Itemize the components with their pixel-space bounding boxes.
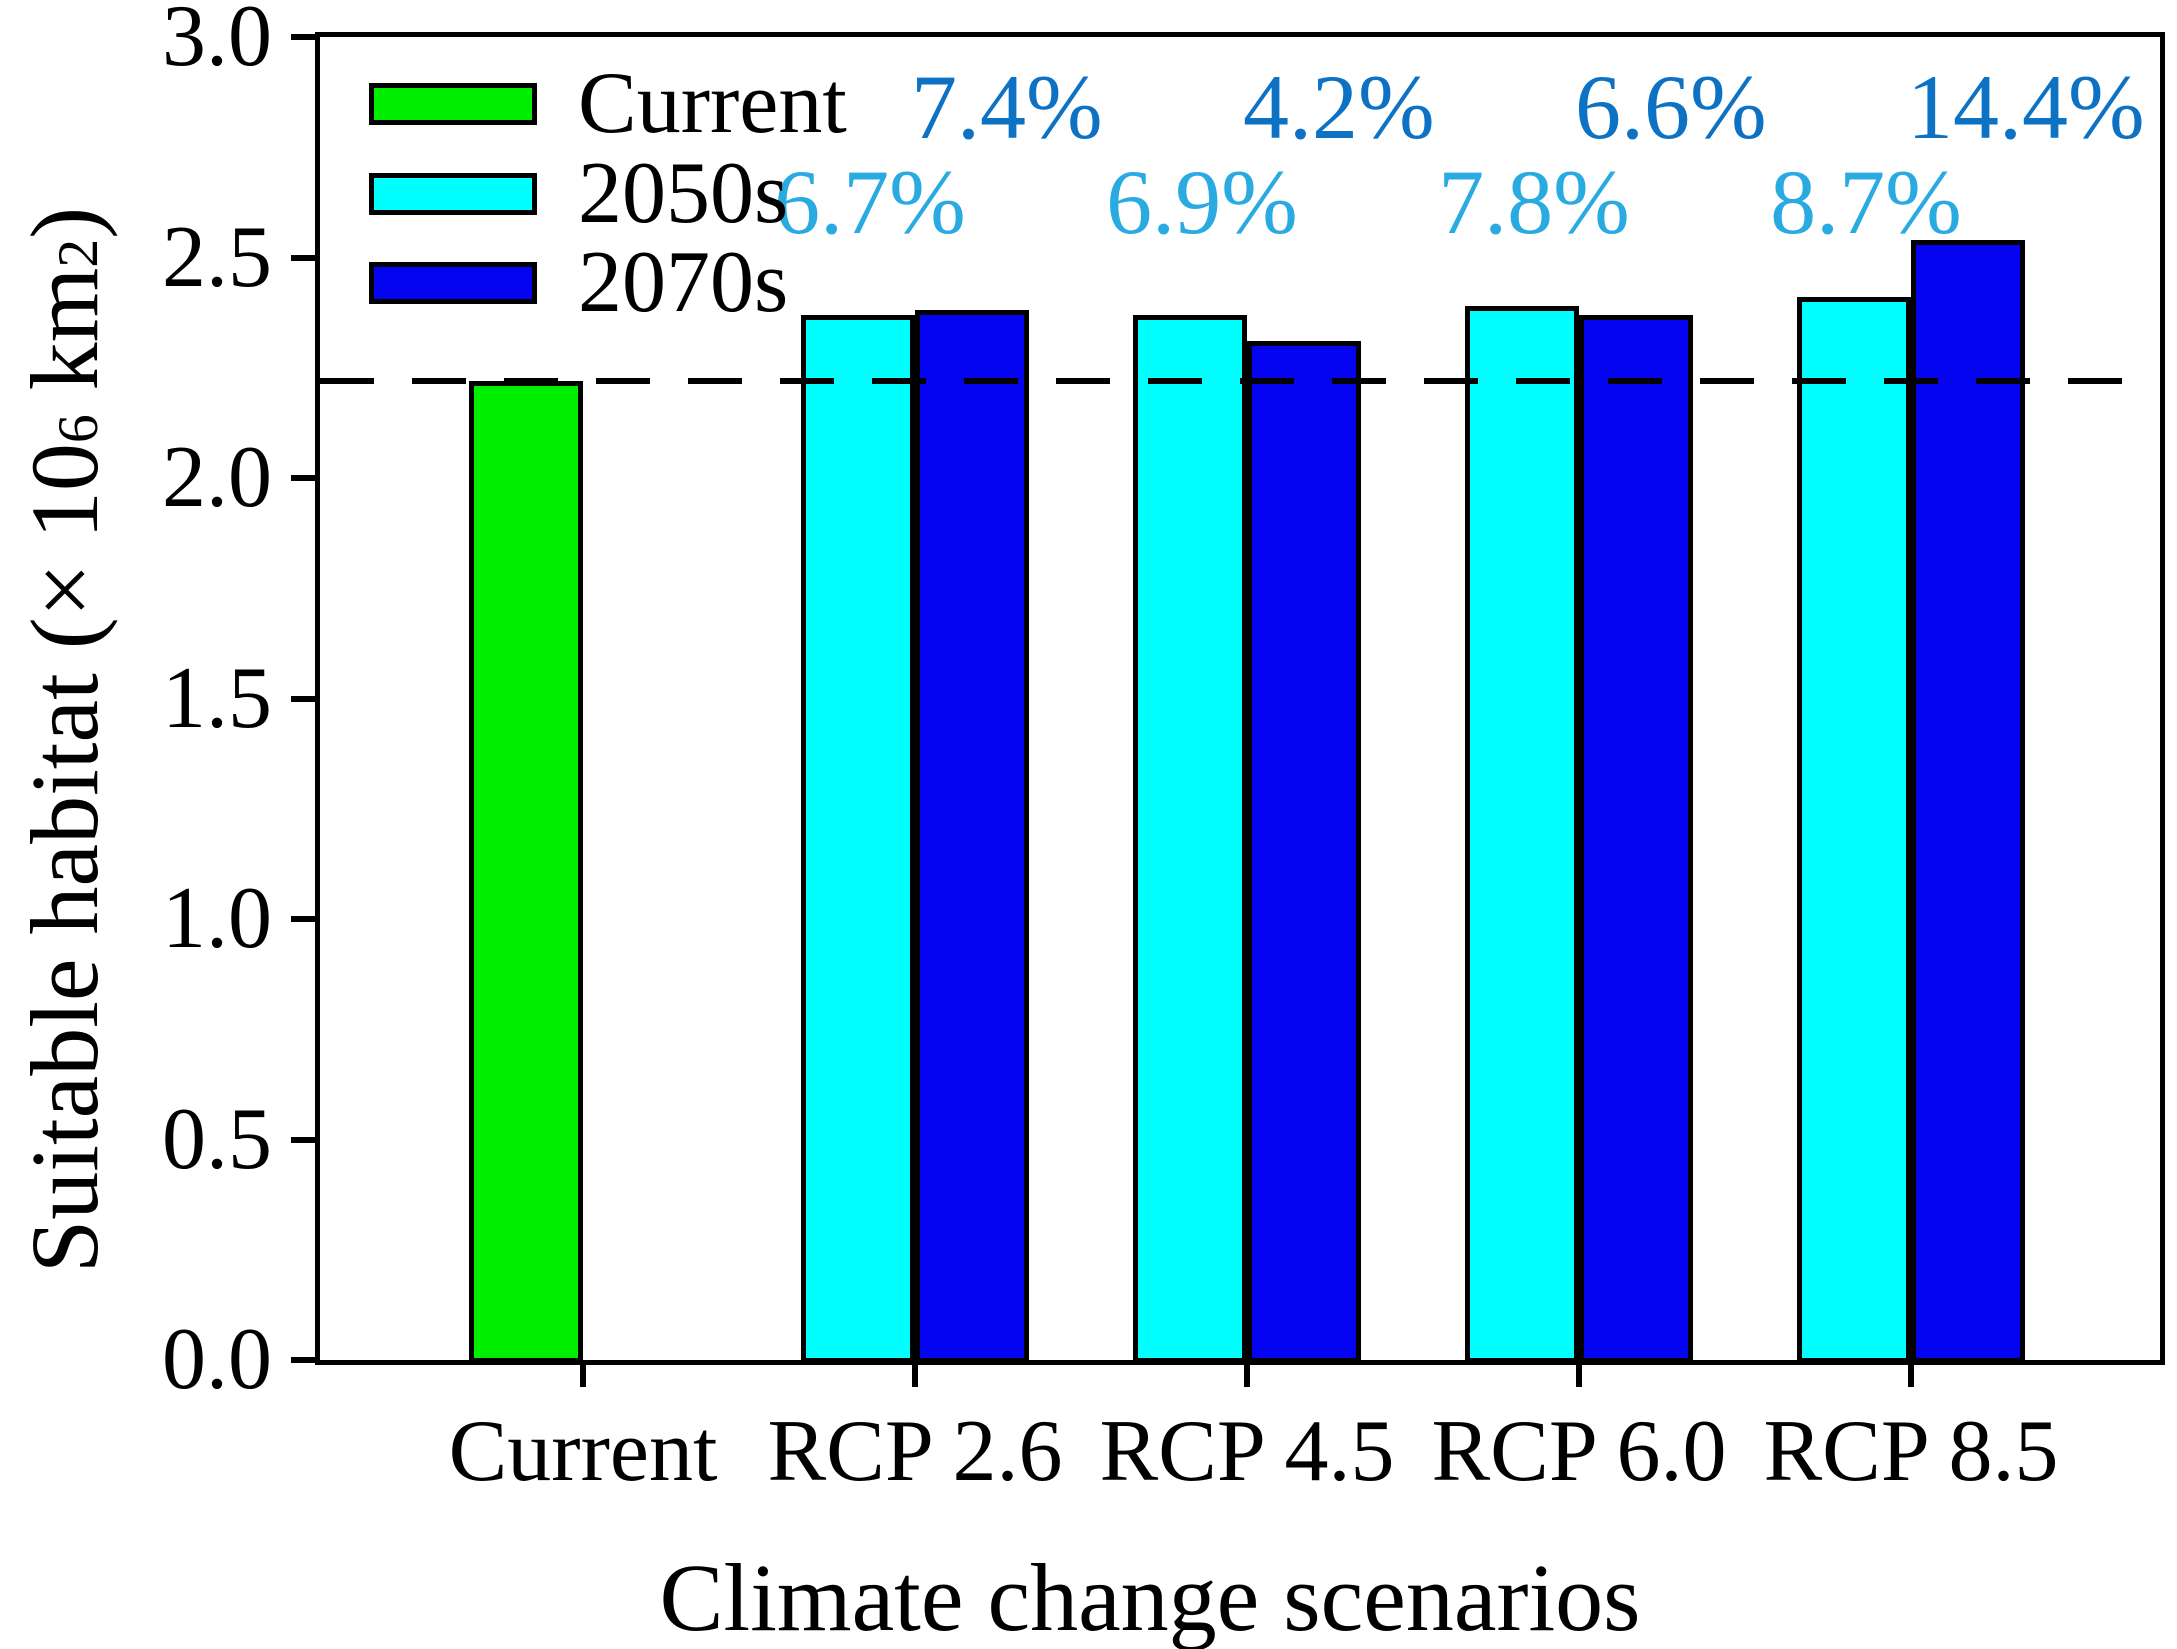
pct-label-2050s: 7.8% <box>1438 151 1630 253</box>
bar-2050s-rcp45 <box>1133 314 1247 1363</box>
x-axis-tick-label: Current <box>448 1403 718 1500</box>
y-axis-tick <box>291 475 315 481</box>
y-axis-tick-label: 2.5 <box>162 208 272 306</box>
y-axis-tick <box>291 695 315 702</box>
bar-2070s-rcp60 <box>1579 314 1693 1363</box>
bar-2070s-rcp85 <box>1911 239 2025 1363</box>
bar-2050s-rcp85 <box>1797 297 1911 1363</box>
x-axis-tick <box>1908 1365 1914 1387</box>
x-axis-tick <box>1576 1365 1582 1387</box>
x-axis-tick <box>912 1365 918 1387</box>
y-axis-title-text: Suitable habitat (× 10 <box>11 443 118 1274</box>
legend-label-2070s: 2070s <box>578 234 789 331</box>
x-axis-tick-label: RCP 8.5 <box>1763 1403 2059 1500</box>
y-axis-title-text: ) <box>11 206 118 239</box>
x-axis-tick-label: RCP 4.5 <box>1099 1403 1395 1500</box>
y-axis-tick-label: 3.0 <box>162 0 272 85</box>
y-axis-title: Suitable habitat (× 106 km2) <box>11 207 129 1273</box>
legend-label-2050s: 2050s <box>578 144 789 242</box>
y-axis-tick-label: 0.0 <box>162 1311 272 1408</box>
y-axis-title-superscript: 6 <box>47 414 110 444</box>
y-axis-tick-label: 1.0 <box>162 870 272 967</box>
bar-current-current <box>469 380 583 1363</box>
y-axis-tick <box>291 1136 315 1143</box>
y-axis-tick <box>291 1357 315 1363</box>
pct-label-2070s: 4.2% <box>1243 56 1435 158</box>
legend-swatch-2050s <box>369 172 537 215</box>
x-axis-tick <box>580 1365 586 1387</box>
current-level-dashed-line <box>320 377 2160 384</box>
y-axis-title-text: km <box>11 267 118 415</box>
pct-label-2050s: 6.9% <box>1106 151 1298 253</box>
pct-label-2070s: 6.6% <box>1575 56 1767 158</box>
pct-label-2070s: 7.4% <box>911 56 1103 158</box>
y-axis-tick <box>291 34 315 40</box>
y-axis-tick-label: 1.5 <box>162 649 272 747</box>
bar-2050s-rcp26 <box>801 314 915 1363</box>
pct-label-2050s: 6.7% <box>774 151 966 253</box>
legend-label-current: Current <box>578 55 847 152</box>
x-axis-title: Climate change scenarios <box>659 1544 1641 1649</box>
x-axis-tick <box>1244 1365 1250 1387</box>
y-axis-tick <box>291 254 315 261</box>
pct-label-2050s: 8.7% <box>1770 151 1962 253</box>
y-axis-tick-label: 2.0 <box>162 429 272 526</box>
bar-2050s-rcp60 <box>1465 306 1579 1363</box>
y-axis-tick-label: 0.5 <box>162 1090 272 1188</box>
legend-swatch-current <box>369 83 537 125</box>
x-axis-tick-label: RCP 2.6 <box>767 1403 1063 1500</box>
bar-2070s-rcp26 <box>915 310 1029 1363</box>
x-axis-tick-label: RCP 6.0 <box>1431 1403 1727 1500</box>
bar-2070s-rcp45 <box>1247 341 1361 1363</box>
y-axis-title-superscript: 2 <box>47 238 110 268</box>
pct-label-2070s: 14.4% <box>1907 56 2145 158</box>
y-axis-tick <box>291 916 315 922</box>
legend-swatch-2070s <box>369 262 537 304</box>
